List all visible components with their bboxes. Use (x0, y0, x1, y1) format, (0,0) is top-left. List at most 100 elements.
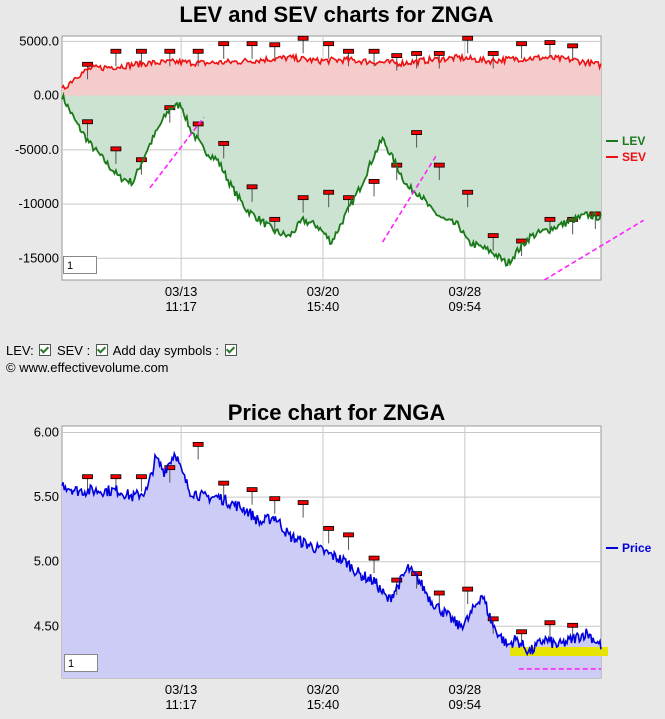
day-symbol-marker (411, 51, 423, 56)
y-tick-label: 5000.0 (19, 33, 59, 48)
legend-price-label: Price (622, 541, 652, 555)
day-symbol-marker (391, 577, 403, 583)
day-symbol-marker (82, 61, 93, 67)
day-symbol-marker (544, 40, 556, 45)
day-symbols-checkbox[interactable] (224, 344, 237, 356)
day-symbol-marker (343, 532, 354, 538)
sev-checkbox[interactable] (95, 344, 108, 356)
x-tick-date: 03/20 (307, 284, 340, 299)
day-symbol-marker (192, 48, 204, 54)
day-symbol-marker (368, 178, 380, 184)
x-tick-time: 11:17 (165, 697, 197, 712)
day-symbol-marker (343, 48, 354, 54)
y-tick-label: 4.50 (34, 618, 59, 633)
day-symbol-marker (297, 35, 309, 41)
day-symbol-marker (82, 119, 93, 125)
trend-line (543, 219, 644, 281)
y-tick-label: -15000 (19, 250, 59, 265)
day-symbol-marker (433, 51, 445, 56)
lev-line (61, 91, 602, 267)
day-symbol-marker (297, 500, 309, 505)
support-zone (510, 646, 608, 657)
trend-line (381, 154, 438, 243)
day-symbol-marker (218, 141, 230, 146)
x-tick-date: 03/28 (449, 682, 482, 697)
day-symbol-marker (411, 130, 423, 136)
y-tick-label: -5000.0 (15, 142, 59, 157)
y-tick-label: 5.50 (34, 489, 59, 504)
day-symbol-marker (323, 189, 335, 195)
day-symbol-marker (192, 441, 204, 447)
day-symbol-marker (544, 620, 556, 626)
day-symbol-marker (136, 157, 147, 163)
sev-toggle-label: SEV : (56, 343, 91, 358)
copyright-text: © www.effectivevolume.com (6, 360, 169, 375)
y-tick-label: 6.00 (34, 424, 59, 439)
day-symbol-marker (269, 42, 281, 48)
trend-line (149, 116, 205, 189)
price-line (61, 450, 602, 657)
day-symbol-marker (82, 474, 93, 480)
day-symbol-marker (110, 146, 122, 152)
y-tick-label: 0.00 (34, 88, 59, 103)
y-tick-label: -10000 (19, 196, 59, 211)
day-symbol-marker (368, 555, 380, 561)
day-symbol-marker (246, 41, 258, 47)
day-symbol-marker (462, 35, 474, 41)
lev-toggle-label: LEV: (6, 343, 34, 358)
day-symbol-marker (487, 233, 499, 239)
day-symbol-marker (297, 195, 309, 201)
price-area (62, 453, 601, 678)
day-symbol-marker (218, 41, 230, 47)
day-symbol-marker (462, 189, 474, 195)
legend-sev-label: SEV (622, 150, 646, 164)
sev-area (62, 54, 601, 96)
day-symbol-marker (516, 629, 527, 635)
day-symbol-marker (567, 43, 579, 49)
day-symbol-marker (391, 53, 403, 59)
day-symbol-marker (343, 195, 354, 201)
day-symbol-marker (368, 48, 380, 54)
day-symbol-marker (433, 162, 445, 168)
day-symbol-marker (462, 586, 474, 592)
day-symbol-marker (218, 480, 230, 486)
zoom-input-price[interactable]: 1 (64, 654, 98, 672)
price-chart: Price chart for ZNGA 6.00 5.50 5.00 4.50 03/1… (34, 400, 652, 712)
x-tick-time: 09:54 (449, 299, 482, 314)
lev-sev-chart: LEV and SEV charts for ZNGA 5000.0 0.00 -50… (15, 2, 646, 314)
day-symbol-marker (110, 474, 122, 480)
day-symbol-marker (246, 487, 258, 493)
series-toggle-bar: LEV: SEV : Add day symbols : (6, 343, 239, 358)
x-tick-date: 03/13 (165, 284, 198, 299)
chart-title: LEV and SEV charts for ZNGA (179, 2, 493, 27)
day-symbol-marker (269, 496, 281, 502)
x-tick-date: 03/28 (449, 284, 482, 299)
day-symbol-marker (110, 48, 122, 54)
x-tick-time: 09:54 (449, 697, 482, 712)
lev-checkbox[interactable] (39, 344, 52, 356)
day-symbol-marker (544, 216, 556, 222)
legend-lev-label: LEV (622, 134, 645, 148)
x-tick-date: 03/13 (165, 682, 198, 697)
day-symbol-marker (269, 216, 281, 222)
day-symbol-marker (246, 184, 258, 190)
x-tick-time: 11:17 (165, 299, 197, 314)
y-tick-label: 5.00 (34, 554, 59, 569)
x-tick-date: 03/20 (307, 682, 340, 697)
day-symbol-marker (164, 465, 176, 471)
day-symbol-marker (567, 622, 579, 628)
x-tick-time: 15:40 (307, 697, 340, 712)
sev-line (61, 52, 602, 91)
day-symbol-marker (323, 41, 335, 47)
chart-title: Price chart for ZNGA (228, 400, 446, 425)
x-tick-time: 15:40 (307, 299, 340, 314)
day-symbol-marker (323, 525, 335, 531)
day-symbol-marker (487, 51, 499, 56)
day-symbol-marker (136, 48, 147, 54)
day-symbol-marker (516, 41, 527, 47)
zoom-input-lev-sev[interactable]: 1 (63, 256, 97, 274)
day-symbol-marker (136, 474, 147, 480)
lev-area (62, 95, 601, 266)
day-symbol-marker (164, 48, 176, 54)
day-symbol-marker (433, 590, 445, 596)
